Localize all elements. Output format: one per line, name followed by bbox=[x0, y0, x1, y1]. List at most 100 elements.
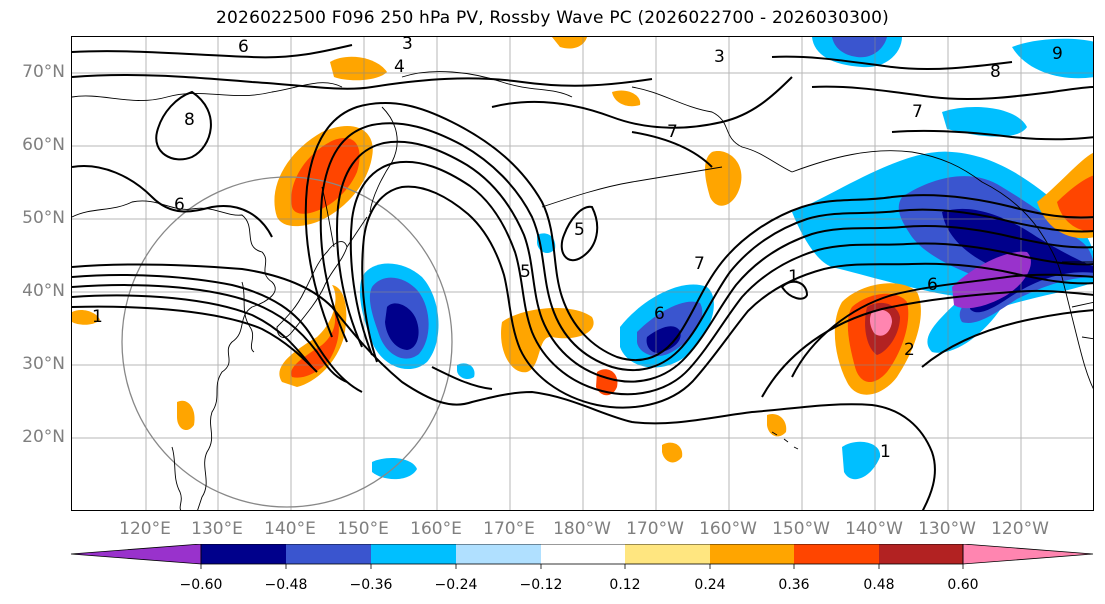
colorbar-extend-min bbox=[70, 544, 202, 565]
pv-contour-23 bbox=[891, 129, 1093, 141]
colorbar-label-neg036: −0.36 bbox=[349, 577, 393, 593]
lon-label-130e: 130°E bbox=[191, 519, 243, 539]
contour-label-6-asia: 6 bbox=[174, 195, 185, 215]
coastline-korea bbox=[241, 281, 255, 353]
anomaly-positive-north-small bbox=[330, 56, 387, 81]
contour-label-3-north: 3 bbox=[402, 37, 413, 54]
coastline-north-america-interior bbox=[1062, 261, 1093, 340]
lon-label-120e: 120°E bbox=[119, 519, 171, 539]
coastline-hawaii bbox=[771, 431, 799, 450]
colorbar-label-neg024: −0.24 bbox=[434, 577, 478, 593]
colorbar-label-neg048: −0.48 bbox=[264, 577, 308, 593]
map-canvas: 6 3 4 3 8 7 6 5 5 7 1 6 1 6 2 1 8 9 7 bbox=[72, 37, 1093, 510]
anomaly-positive-north-small-3 bbox=[612, 90, 641, 107]
contour-label-8-northeast: 8 bbox=[990, 62, 1001, 82]
contour-label-9-northeast: 9 bbox=[1052, 44, 1063, 64]
colorbar-frame bbox=[200, 544, 964, 565]
pv-contour-15 bbox=[72, 44, 353, 59]
contour-label-1-west: 1 bbox=[92, 307, 103, 327]
anomaly-positive-small-2 bbox=[705, 151, 742, 206]
lon-label-150w: 150°W bbox=[772, 519, 830, 539]
colorbar-bin-6 bbox=[625, 544, 710, 564]
contour-label-1-ne-pacific: 1 bbox=[788, 267, 799, 287]
anomaly-negative-small-4 bbox=[457, 363, 475, 380]
anomaly-negative-nw-pacific-core bbox=[385, 303, 419, 350]
pv-contour-14 bbox=[72, 73, 653, 90]
contour-label-7-alaska: 7 bbox=[667, 122, 678, 142]
colorbar-bin-8 bbox=[794, 544, 879, 564]
contour-label-1-south: 1 bbox=[880, 442, 891, 462]
pv-contour-10 bbox=[361, 185, 1093, 409]
lon-label-160w: 160°W bbox=[699, 519, 757, 539]
lat-label-70n: 70°N bbox=[22, 62, 65, 82]
colorbar-label-024: 0.24 bbox=[694, 577, 726, 593]
pv-contour-17 bbox=[72, 165, 273, 238]
coastline-east-asia bbox=[72, 200, 276, 510]
pv-contour-22 bbox=[771, 55, 1013, 71]
coastline-kamchatka bbox=[369, 106, 398, 213]
colorbar-bin-4 bbox=[456, 544, 541, 564]
colorbar-extend-max bbox=[962, 544, 1094, 565]
colorbar-bin-7 bbox=[710, 544, 794, 564]
lon-label-130w: 130°W bbox=[918, 519, 976, 539]
pv-contour-13 bbox=[921, 309, 1093, 368]
lon-label-160e: 160°E bbox=[410, 519, 462, 539]
pv-contours bbox=[72, 44, 1093, 510]
anomaly-positive-small-5 bbox=[767, 413, 787, 437]
anomaly-positive-north-small-2 bbox=[552, 37, 587, 49]
colorbar-bin-3 bbox=[371, 544, 456, 564]
lon-label-140w: 140°W bbox=[845, 519, 903, 539]
pv-contour-labels: 6 3 4 3 8 7 6 5 5 7 1 6 1 6 2 1 8 9 7 bbox=[92, 37, 1063, 462]
contour-label-7-east: 7 bbox=[694, 254, 705, 274]
lon-label-150e: 150°E bbox=[337, 519, 389, 539]
anomaly-negative-north-east bbox=[1012, 38, 1093, 79]
pv-contour-8 bbox=[336, 140, 1093, 383]
lat-label-20n: 20°N bbox=[22, 427, 65, 447]
coastline-north-america-west bbox=[1061, 276, 1093, 389]
lon-label-170w: 170°W bbox=[626, 519, 684, 539]
colorbar-bin-2 bbox=[286, 544, 371, 564]
pv-contour-18 bbox=[491, 76, 793, 129]
lat-label-40n: 40°N bbox=[22, 281, 65, 301]
contour-label-4-north: 4 bbox=[394, 57, 405, 77]
lat-label-30n: 30°N bbox=[22, 354, 65, 374]
contour-label-8-siberia: 8 bbox=[184, 110, 195, 130]
contour-label-7-northeast: 7 bbox=[912, 102, 923, 122]
anomaly-positive-japan bbox=[279, 285, 347, 387]
pv-contour-1 bbox=[72, 263, 936, 510]
contour-label-6-dateline: 6 bbox=[654, 304, 665, 324]
coastline-chukotka bbox=[401, 71, 573, 98]
pv-contour-9 bbox=[349, 160, 1093, 396]
lon-label-140e: 140°E bbox=[264, 519, 316, 539]
coastlines bbox=[72, 71, 1093, 510]
colorbar-label-060: 0.60 bbox=[947, 577, 979, 593]
pv-contour-5 bbox=[72, 305, 318, 373]
colorbar-bin-9 bbox=[879, 544, 963, 564]
colorbar-label-neg060: −0.60 bbox=[179, 577, 223, 593]
anomaly-negative-small-1 bbox=[372, 457, 417, 480]
anomaly-positive-small-6 bbox=[72, 309, 100, 325]
anomaly-positive-small-3 bbox=[177, 400, 195, 431]
pv-contour-16 bbox=[155, 90, 212, 161]
coastline-alaska-south bbox=[791, 150, 1063, 278]
contour-label-6-north: 6 bbox=[238, 37, 249, 57]
coastline-philippines bbox=[171, 446, 182, 510]
pv-contour-12 bbox=[761, 289, 1093, 398]
pv-contour-2 bbox=[72, 274, 363, 393]
colorbar-label-036: 0.36 bbox=[778, 577, 810, 593]
anomaly-negative-small-2 bbox=[842, 441, 881, 480]
contour-label-5-trough: 5 bbox=[520, 262, 531, 282]
anomaly-positive-small-4 bbox=[662, 442, 683, 463]
pv-map-panel: 6 3 4 3 8 7 6 5 5 7 1 6 1 6 2 1 8 9 7 bbox=[71, 36, 1094, 511]
lon-label-170e: 170°E bbox=[483, 519, 535, 539]
lon-label-180w: 180°W bbox=[553, 519, 611, 539]
coastline-aleutians bbox=[541, 166, 723, 208]
colorbar-label-012: 0.12 bbox=[609, 577, 641, 593]
colorbar-label-neg012: −0.12 bbox=[519, 577, 563, 593]
reference-circle bbox=[121, 176, 453, 508]
pv-contour-21 bbox=[811, 85, 1093, 101]
anomaly-negative-arctic-core bbox=[832, 37, 887, 58]
anomaly-negative-north-east-2 bbox=[942, 107, 1027, 137]
pv-contour-24 bbox=[780, 280, 809, 300]
colorbar-bin-1 bbox=[201, 544, 286, 564]
